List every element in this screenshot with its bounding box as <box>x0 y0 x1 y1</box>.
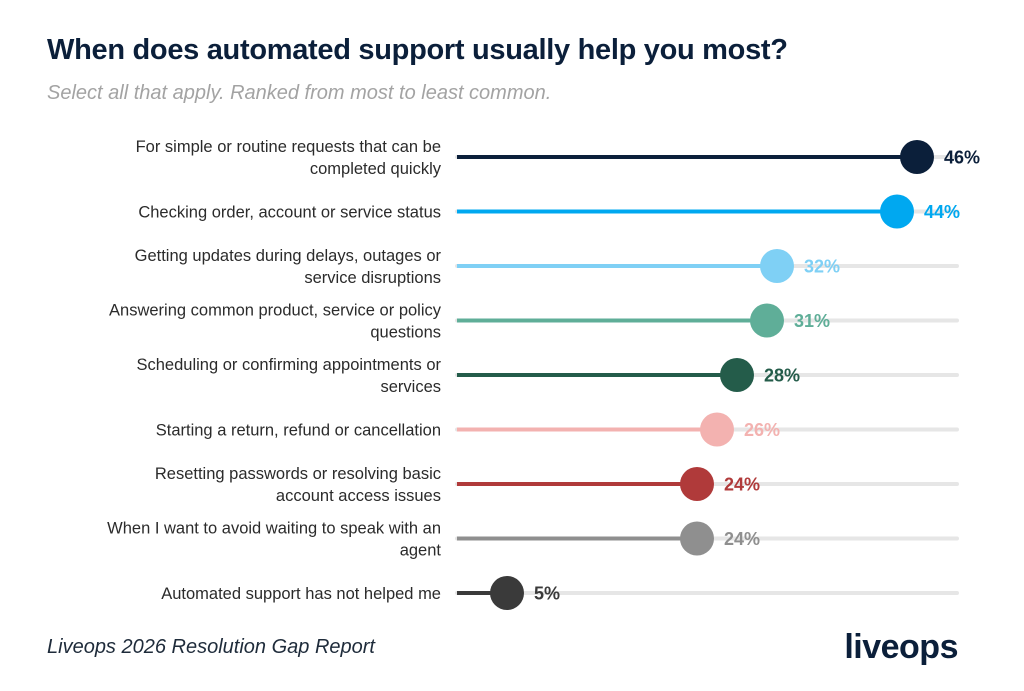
bar-dot <box>700 412 734 447</box>
bar-dot <box>720 358 754 392</box>
bar-dot <box>750 303 784 338</box>
category-label: service disruptions <box>304 269 441 287</box>
category-label: services <box>380 378 441 396</box>
value-label: 46% <box>944 148 980 168</box>
category-label: Getting updates during delays, outages o… <box>135 247 442 265</box>
value-label: 5% <box>534 584 560 604</box>
bar-dot <box>760 249 794 283</box>
value-label: 24% <box>724 475 760 495</box>
category-label: For simple or routine requests that can … <box>136 138 441 156</box>
value-label: 26% <box>744 420 780 440</box>
liveops-logo: liveops <box>844 628 958 666</box>
category-label: Scheduling or confirming appointments or <box>136 356 441 374</box>
value-label: 24% <box>724 529 760 549</box>
category-label: Automated support has not helped me <box>161 585 441 603</box>
bar-dot <box>880 194 914 229</box>
category-label: Answering common product, service or pol… <box>109 302 442 320</box>
category-label: Starting a return, refund or cancellatio… <box>156 422 441 440</box>
bar-dot <box>490 576 524 610</box>
value-label: 44% <box>924 202 960 222</box>
value-label: 28% <box>764 366 800 386</box>
bar-dot <box>680 521 714 556</box>
category-label: account access issues <box>276 487 441 505</box>
category-label: Resetting passwords or resolving basic <box>155 465 441 483</box>
bar-dot <box>680 467 714 501</box>
category-label: Checking order, account or service statu… <box>138 204 441 222</box>
value-label: 31% <box>794 311 830 331</box>
bar-dot <box>900 140 934 174</box>
category-label: agent <box>400 542 442 560</box>
value-label: 32% <box>804 257 840 277</box>
chart-title: When does automated support usually help… <box>47 34 788 66</box>
source-caption: Liveops 2026 Resolution Gap Report <box>47 636 375 658</box>
category-label: questions <box>370 324 441 342</box>
chart-subtitle: Select all that apply. Ranked from most … <box>47 82 552 104</box>
category-label: completed quickly <box>310 160 442 178</box>
category-label: When I want to avoid waiting to speak wi… <box>107 520 441 538</box>
